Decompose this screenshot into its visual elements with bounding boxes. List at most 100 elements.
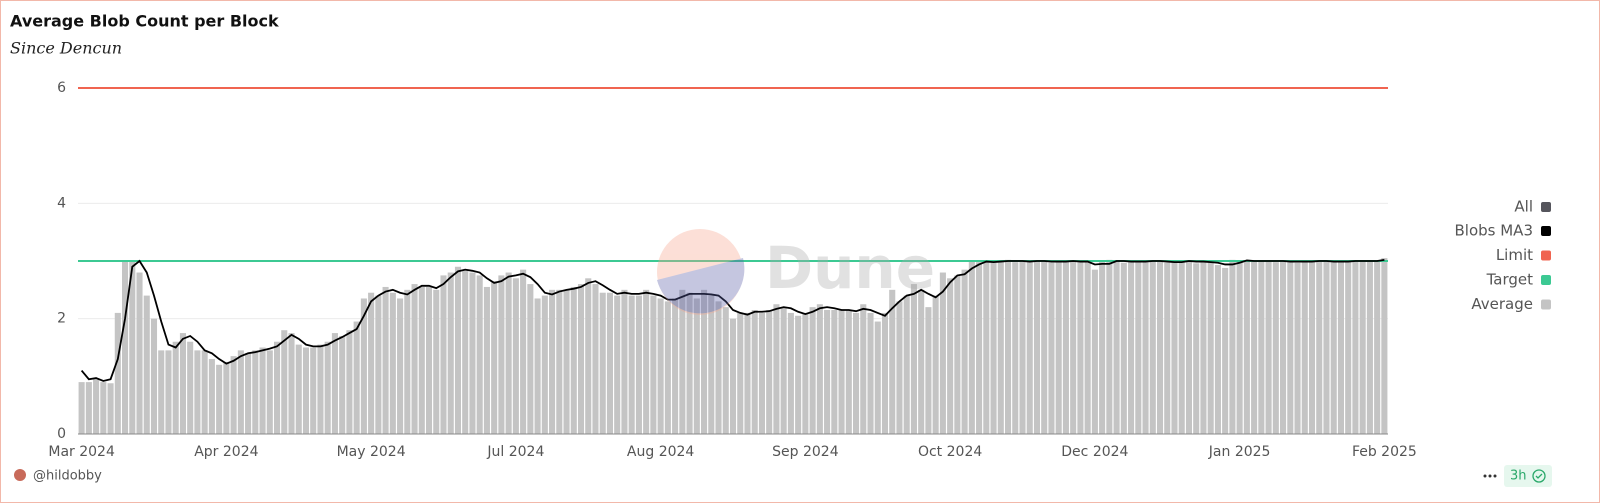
bar: [310, 347, 317, 434]
bar: [1142, 262, 1149, 434]
bar: [715, 301, 722, 434]
bar: [1106, 259, 1113, 434]
y-tick-label: 6: [57, 80, 66, 96]
bar: [881, 312, 889, 434]
bar: [831, 310, 838, 434]
bar: [1193, 263, 1200, 434]
bar: [1077, 262, 1084, 434]
bar: [440, 275, 447, 434]
x-tick-label: Feb 2025: [1352, 444, 1417, 460]
bar: [809, 307, 816, 434]
bar: [1149, 260, 1156, 434]
bar: [838, 310, 845, 434]
bar: [1287, 261, 1294, 434]
bar: [230, 356, 237, 434]
bar: [324, 341, 331, 434]
bar: [824, 310, 831, 434]
bar: [208, 359, 215, 434]
x-tick-label: Mar 2024: [48, 444, 115, 460]
bar: [433, 289, 440, 434]
bar: [179, 333, 186, 434]
bar: [918, 289, 925, 434]
menu-icon[interactable]: [1483, 474, 1497, 478]
bar: [1019, 261, 1026, 434]
bar: [1178, 261, 1185, 434]
bar: [527, 284, 534, 434]
bar: [1301, 260, 1308, 434]
bar: [686, 292, 693, 434]
bar: [845, 310, 852, 434]
bar: [925, 307, 932, 434]
bar: [165, 350, 172, 434]
bar: [1091, 269, 1098, 434]
bar: [577, 284, 585, 434]
plot-area: 0 2 4 6 Mar 2024 Apr 2024 May 2024 Jul 2024 Aug …: [48, 80, 1551, 460]
legend-swatch: [1541, 226, 1551, 236]
bar: [693, 298, 700, 434]
bar: [1251, 261, 1258, 434]
bar: [158, 350, 165, 434]
bar: [281, 330, 288, 434]
bar: [614, 295, 621, 434]
chart-title: Average Blob Count per Block: [10, 12, 279, 31]
bar: [1265, 260, 1272, 434]
legend-label: Limit: [1496, 246, 1533, 264]
bar: [143, 295, 150, 434]
bar: [657, 298, 664, 434]
bar: [592, 284, 599, 434]
bar: [397, 298, 404, 434]
bar: [1164, 262, 1171, 434]
bar: [1337, 261, 1344, 434]
bar: [1185, 260, 1193, 434]
bar: [816, 304, 823, 434]
refresh-time: 3h: [1510, 469, 1527, 484]
bar: [93, 379, 100, 434]
legend-swatch: [1541, 275, 1551, 285]
bar: [1171, 262, 1178, 434]
bar: [245, 353, 252, 434]
bar: [259, 347, 266, 434]
bar: [288, 333, 295, 434]
watermark-logo-part: [657, 258, 745, 314]
bar: [1381, 258, 1388, 434]
bar: [1128, 261, 1135, 434]
bar: [252, 350, 259, 434]
bar: [1070, 261, 1077, 434]
bar: [1236, 261, 1243, 434]
bar: [418, 286, 425, 434]
bar: [1041, 260, 1048, 434]
bar: [129, 261, 136, 434]
bar: [534, 298, 541, 434]
bar: [722, 307, 729, 434]
bar: [744, 312, 751, 434]
x-tick-label: Aug 2024: [627, 444, 695, 460]
bar: [947, 278, 954, 434]
bar: [1352, 261, 1359, 434]
bar: [78, 382, 85, 434]
bar: [737, 312, 744, 434]
refresh-check-mark: [1535, 473, 1543, 479]
bar: [476, 275, 483, 434]
bar: [266, 350, 273, 434]
author[interactable]: @hildobby: [33, 469, 102, 484]
bar: [1120, 262, 1127, 434]
bar: [910, 284, 917, 434]
line: [80, 258, 1385, 382]
bar: [860, 304, 867, 434]
legend-label: Target: [1486, 271, 1534, 289]
bar: [954, 275, 961, 434]
bar: [563, 289, 570, 434]
bar: [628, 295, 635, 434]
bar: [643, 289, 650, 434]
bar: [382, 286, 389, 434]
bar: [375, 295, 382, 434]
bar: [549, 289, 556, 434]
bar: [425, 286, 433, 434]
bar: [621, 289, 628, 434]
bar: [85, 382, 92, 434]
bar: [520, 269, 527, 434]
bar: [237, 350, 244, 434]
x-tick-label: Dec 2024: [1061, 444, 1128, 460]
y-tick-label: 4: [57, 195, 66, 211]
